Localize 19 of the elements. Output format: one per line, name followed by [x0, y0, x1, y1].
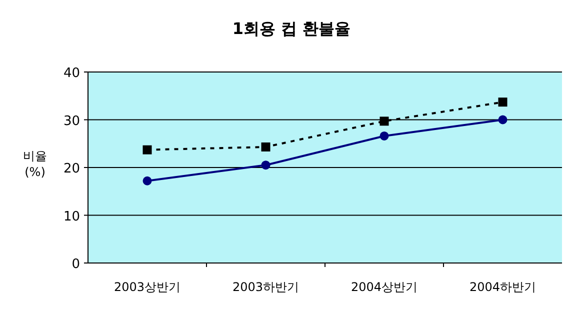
point	[380, 116, 389, 126]
title: 1회용 컵 환불율	[232, 19, 351, 38]
point	[142, 176, 152, 186]
y-tick-label: 10	[63, 209, 80, 224]
y-tick-label: 40	[63, 66, 80, 81]
y-tick-label: 30	[63, 114, 80, 129]
x-tick-label: 2004상반기	[350, 280, 418, 294]
point	[261, 160, 270, 170]
point	[380, 131, 389, 140]
point	[498, 98, 508, 107]
ylabel: 비율 (%)	[23, 149, 47, 179]
x-tick-label: 2003상반기	[114, 280, 181, 294]
point	[142, 145, 152, 154]
y-tick-label: 20	[63, 162, 80, 176]
point	[498, 115, 508, 124]
point	[261, 142, 270, 152]
x-tick-label: 2003하반기	[232, 280, 300, 294]
y-tick-label: 0	[72, 257, 80, 272]
x-tick-label: 2004하반기	[469, 280, 536, 294]
